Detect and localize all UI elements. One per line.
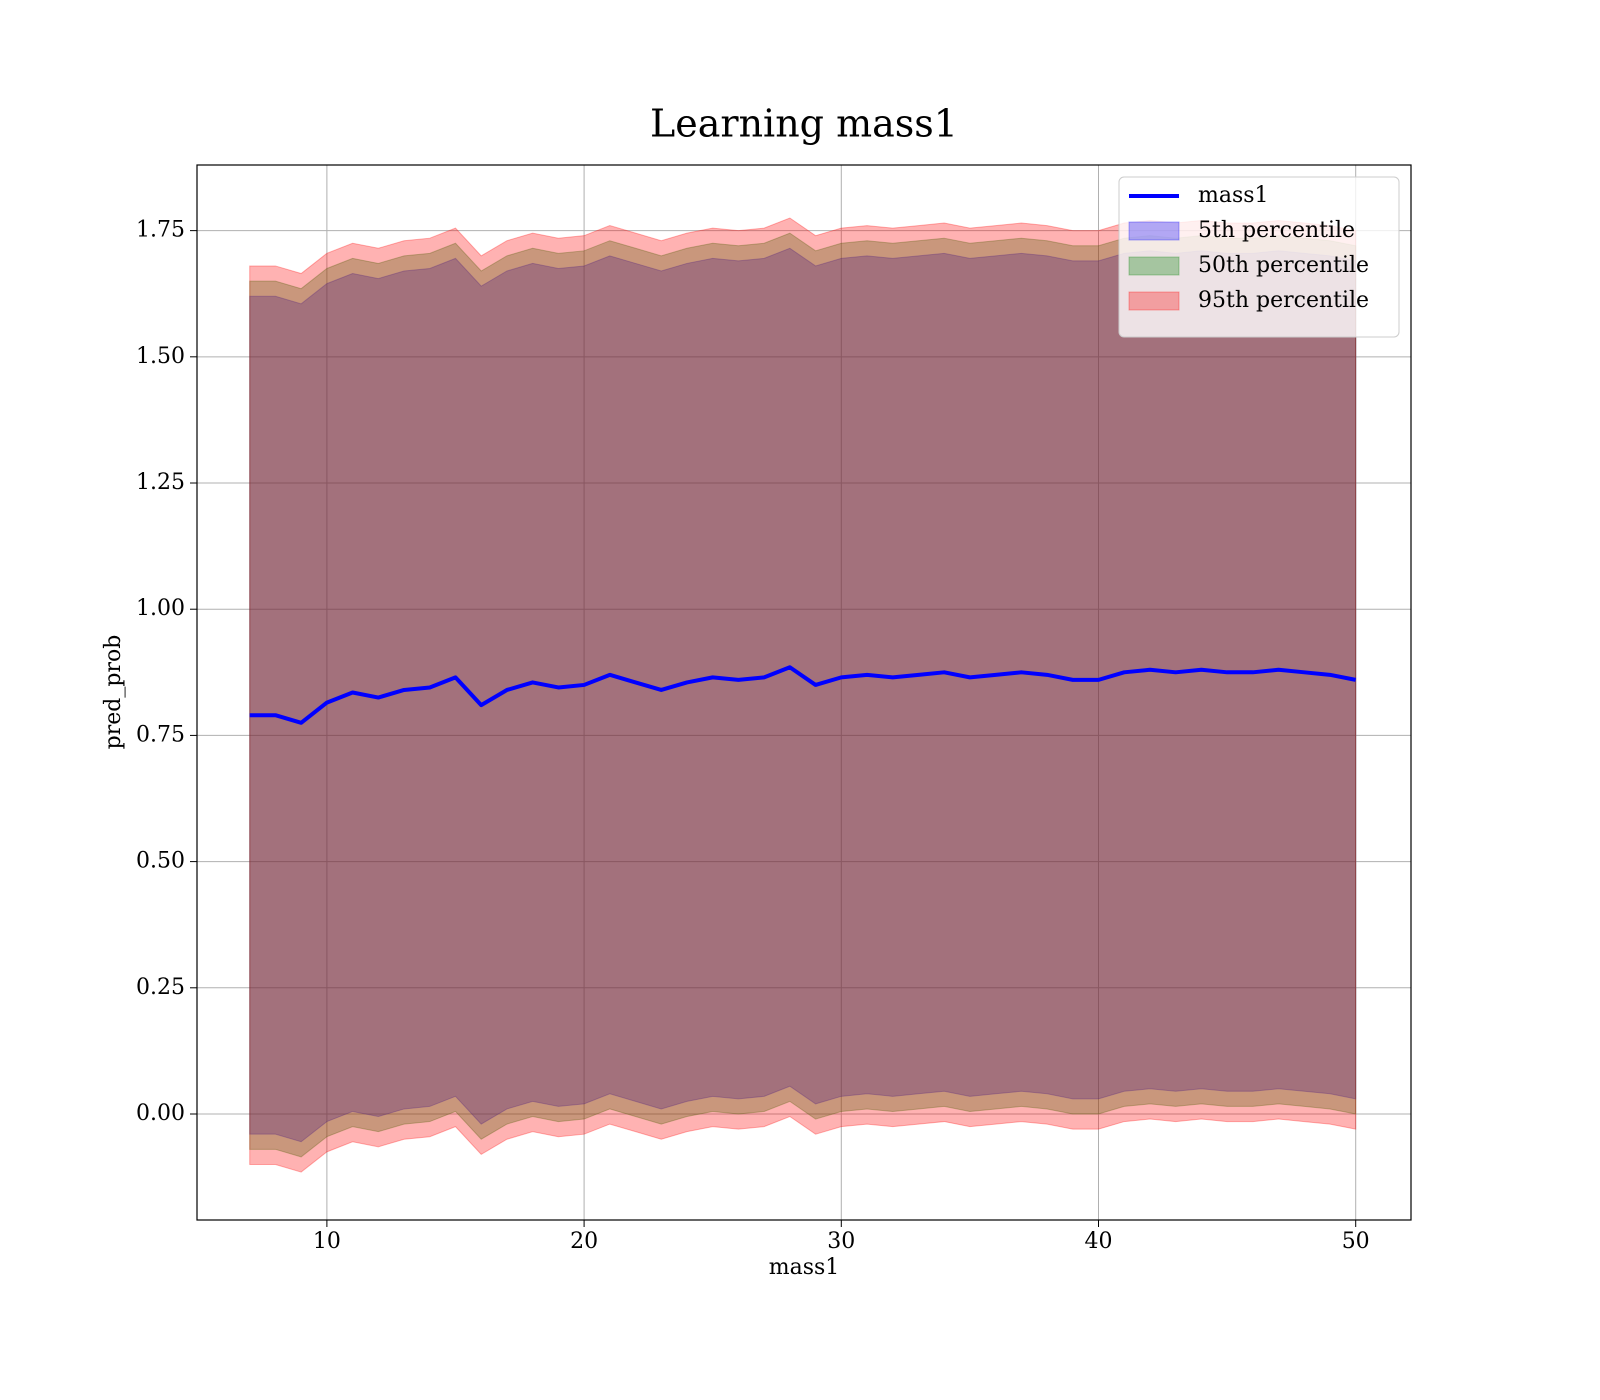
legend-swatch [1128,221,1180,241]
x-tick-label: 20 [570,1229,598,1254]
legend-box [1118,176,1400,338]
y-tick-label: 0.75 [136,722,185,747]
percentile-band [249,217,1357,1173]
legend-label: 50th percentile [1198,253,1369,278]
y-tick-label: 1.25 [136,470,185,495]
line [249,665,1357,725]
y-tick-label: 1.75 [136,218,185,243]
percentile-band [249,247,1357,1143]
x-tick-label: 50 [1342,1229,1370,1254]
x-axis-label: mass1 [769,1255,840,1280]
y-tick-label: 1.50 [136,344,185,369]
y-tick-label: 0.00 [136,1101,185,1126]
legend-label: 95th percentile [1198,288,1369,313]
x-tick-label: 40 [1084,1229,1112,1254]
plot-frame [196,164,1412,1221]
legend-label: 5th percentile [1198,218,1355,243]
x-tick-label: 10 [313,1229,341,1254]
legend-swatch [1128,256,1180,276]
y-axis-label: pred_prob [101,635,126,750]
x-tick-label: 30 [827,1229,855,1254]
y-tick-label: 0.25 [136,975,185,1000]
legend: mass1 5th percentile 50th percentile 95th p… [1118,176,1400,338]
legend-swatch [1128,291,1180,311]
chart-title: Learning mass1 [650,102,958,146]
y-tick-label: 0.50 [136,849,185,874]
legend-label: mass1 [1198,183,1269,208]
percentile-band [249,232,1357,1158]
y-tick-label: 1.00 [136,596,185,621]
